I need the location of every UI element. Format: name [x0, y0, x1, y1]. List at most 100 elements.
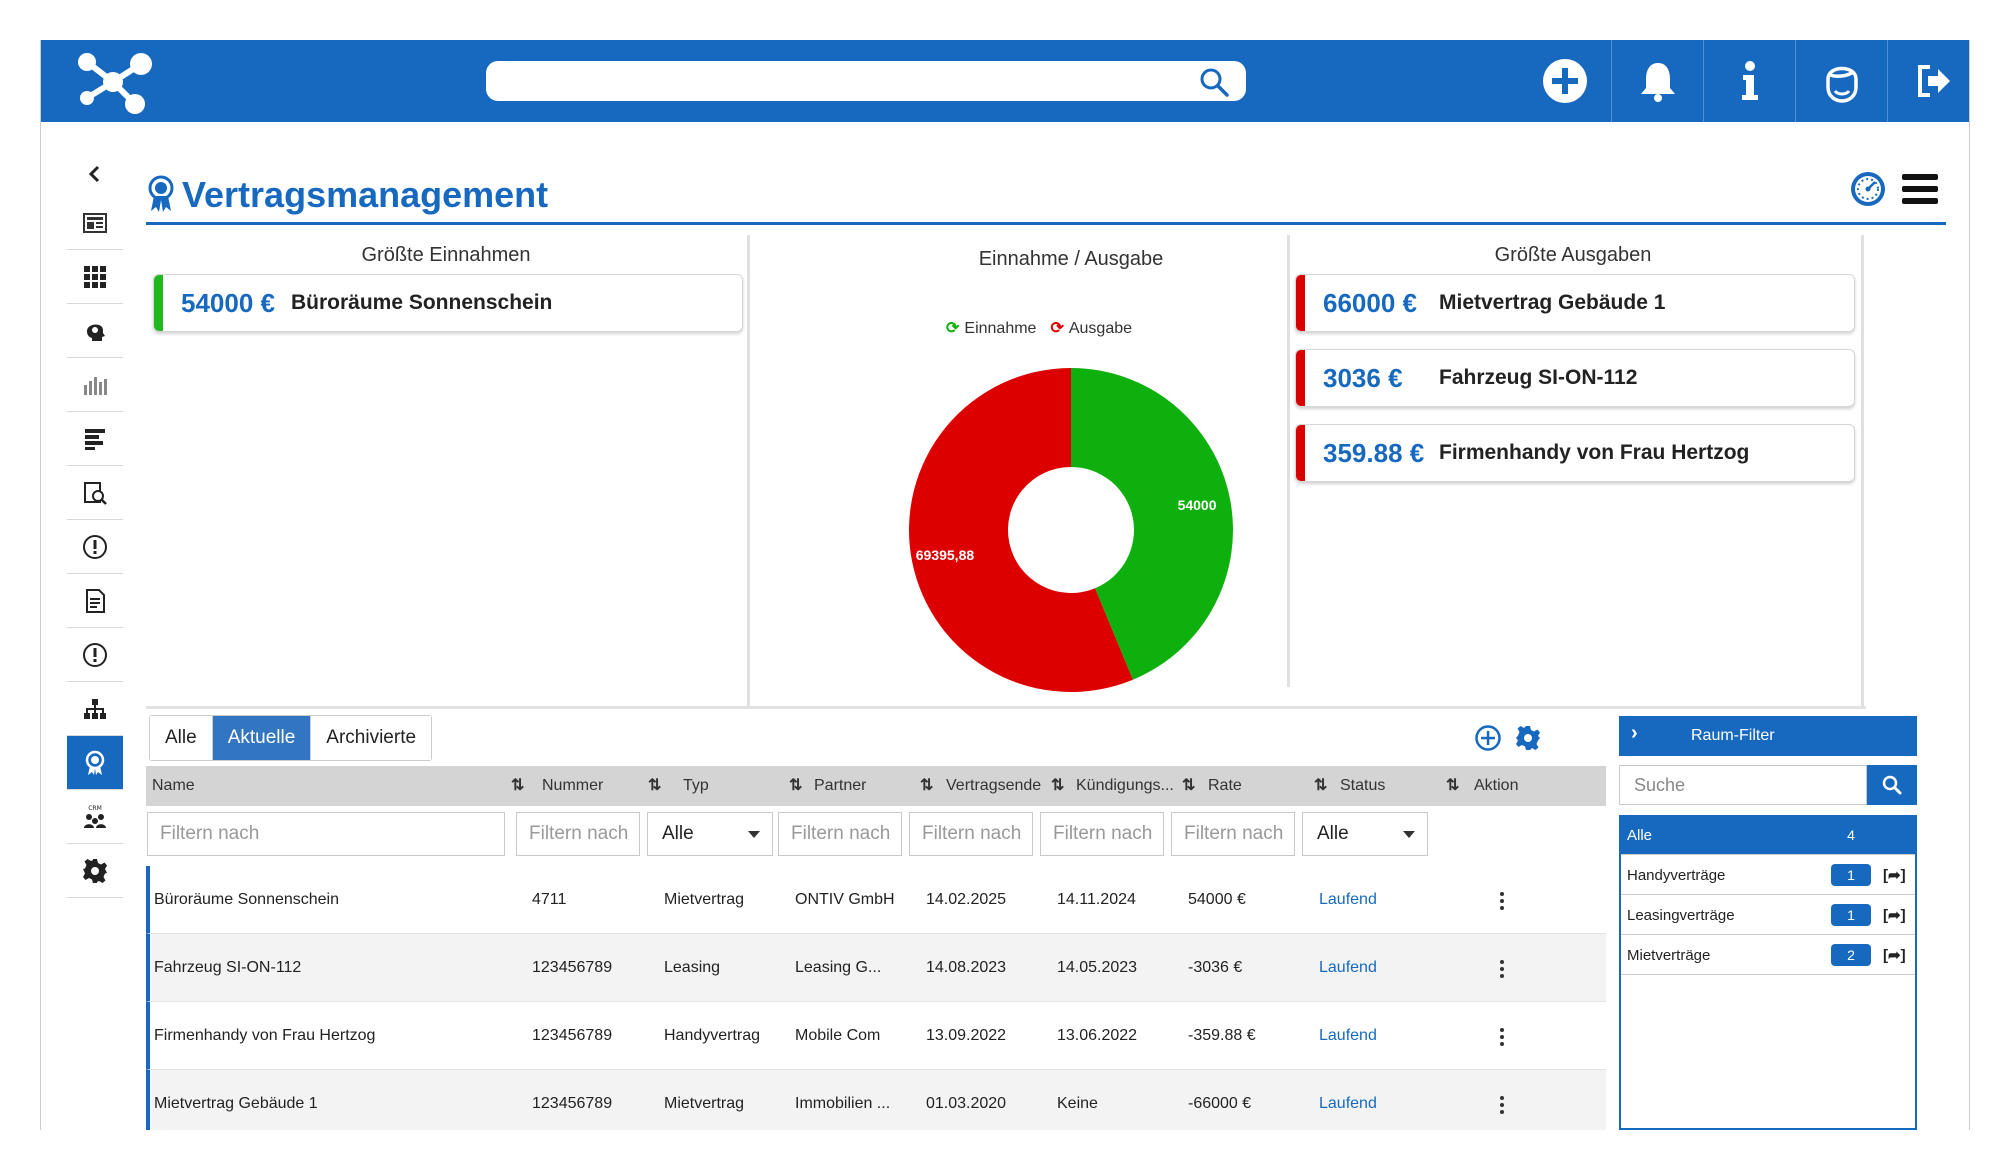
search-icon[interactable] — [1198, 66, 1230, 98]
room-filter-item-mietvertraege[interactable]: Mietverträge 2 [➦] — [1621, 935, 1915, 975]
legend-item-income[interactable]: ⟳ Einnahme — [946, 318, 1036, 338]
legend-item-expense[interactable]: ⟳ Ausgabe — [1050, 318, 1132, 338]
row-actions-kebab-icon[interactable] — [1500, 1028, 1504, 1046]
sidebar-item-search-document[interactable] — [67, 466, 123, 520]
sidebar-item-contracts[interactable] — [67, 736, 123, 790]
room-filter-item-leasingvertraege[interactable]: Leasingverträge 1 [➦] — [1621, 895, 1915, 935]
table-row[interactable]: Mietvertrag Gebäude 1 123456789 Mietvert… — [146, 1070, 1606, 1130]
room-filter-search-button[interactable] — [1867, 765, 1917, 805]
sidebar-item-organization[interactable] — [67, 682, 123, 736]
cell-kuendigung: 14.05.2023 — [1057, 959, 1138, 976]
sidebar-item-statistics[interactable] — [67, 358, 123, 412]
sidebar-item-warnings[interactable] — [67, 628, 123, 682]
logout-button[interactable] — [1887, 40, 1969, 122]
column-header-kuendigung[interactable]: Kündigungs... — [1076, 777, 1174, 794]
expense-card[interactable]: 359.88 € Firmenhandy von Frau Hertzog — [1295, 424, 1855, 482]
sidebar-item-apps[interactable] — [67, 250, 123, 304]
sidebar-item-documents[interactable] — [67, 574, 123, 628]
income-card-name: Büroräume Sonnenschein — [290, 291, 553, 314]
bar-chart-icon — [84, 376, 107, 395]
org-chart-icon — [84, 698, 106, 719]
sort-icon[interactable]: ⇅ — [1182, 777, 1196, 794]
sidebar-item-list[interactable] — [67, 412, 123, 466]
cell-status[interactable]: Laufend — [1319, 891, 1377, 908]
share-icon[interactable]: [➦] — [1883, 947, 1906, 964]
expense-card[interactable]: 3036 € Fahrzeug SI-ON-112 — [1295, 349, 1855, 407]
cell-status[interactable]: Laufend — [1319, 1095, 1377, 1112]
table-row[interactable]: Fahrzeug SI-ON-112 123456789 Leasing Lea… — [146, 934, 1606, 1002]
room-filter-item-alle[interactable]: Alle 4 — [1621, 815, 1915, 855]
filter-vertragsende-input[interactable] — [909, 812, 1033, 856]
sort-icon[interactable]: ⇅ — [789, 777, 803, 794]
table-settings-gear-icon[interactable] — [1514, 724, 1542, 752]
filter-status-select[interactable]: Alle — [1302, 812, 1428, 856]
donut-slice-einnahme[interactable] — [1071, 368, 1233, 680]
plus-circle-icon — [1543, 59, 1587, 103]
income-card[interactable]: 54000 € Büroräume Sonnenschein — [153, 274, 743, 332]
tab-aktuelle[interactable]: Aktuelle — [212, 716, 312, 760]
sidebar-item-crm[interactable]: CRM — [67, 790, 123, 844]
column-header-nummer[interactable]: Nummer — [542, 777, 604, 794]
sidebar-item-alerts[interactable] — [67, 520, 123, 574]
profile-button[interactable] — [1795, 40, 1887, 122]
column-header-name[interactable]: Name — [152, 777, 195, 794]
expense-card[interactable]: 66000 € Mietvertrag Gebäude 1 — [1295, 274, 1855, 332]
info-button[interactable] — [1703, 40, 1795, 122]
panel-divider — [1861, 235, 1864, 707]
sidebar-collapse-button[interactable] — [67, 152, 123, 196]
dashboard-speedometer-icon[interactable] — [1849, 170, 1887, 208]
tab-alle[interactable]: Alle — [150, 716, 213, 760]
cell-status[interactable]: Laufend — [1319, 959, 1377, 976]
filter-kuendigung-input[interactable] — [1040, 812, 1164, 856]
sort-icon[interactable]: ⇅ — [511, 777, 525, 794]
user-avatar-icon — [1825, 66, 1858, 103]
sidebar-item-knowledge[interactable] — [67, 304, 123, 358]
add-contract-icon[interactable] — [1474, 724, 1502, 752]
sort-icon[interactable]: ⇅ — [920, 777, 934, 794]
column-header-status[interactable]: Status — [1340, 777, 1386, 794]
sidebar-item-news[interactable] — [67, 196, 123, 250]
sidebar-item-settings[interactable] — [67, 844, 123, 898]
sort-icon[interactable]: ⇅ — [1446, 777, 1460, 794]
row-actions-kebab-icon[interactable] — [1500, 1096, 1504, 1114]
room-filter-item-label: Alle — [1627, 827, 1653, 844]
column-header-partner[interactable]: Partner — [814, 777, 867, 794]
global-search-input[interactable] — [486, 61, 1246, 101]
cell-kuendigung: Keine — [1057, 1095, 1098, 1112]
filter-rate-input[interactable] — [1171, 812, 1295, 856]
row-actions-kebab-icon[interactable] — [1500, 960, 1504, 978]
share-icon[interactable]: [➦] — [1883, 867, 1906, 884]
panel-divider — [1287, 235, 1290, 687]
network-logo-icon[interactable] — [65, 46, 155, 116]
column-header-vertragsende[interactable]: Vertragsende — [946, 777, 1042, 794]
filter-partner-input[interactable] — [778, 812, 902, 856]
sort-icon[interactable]: ⇅ — [1314, 777, 1328, 794]
notifications-button[interactable] — [1611, 40, 1703, 122]
expense-card-accent — [1296, 275, 1305, 331]
column-header-aktion: Aktion — [1474, 777, 1519, 794]
donut-slice-ausgabe[interactable] — [909, 368, 1133, 692]
sort-icon[interactable]: ⇅ — [648, 777, 662, 794]
filter-typ-select[interactable]: Alle — [647, 812, 773, 856]
room-filter-header[interactable]: › Raum-Filter — [1619, 716, 1917, 756]
add-button[interactable] — [1519, 40, 1611, 122]
room-filter-item-handyvertraege[interactable]: Handyverträge 1 [➦] — [1621, 855, 1915, 895]
room-filter-search-input[interactable] — [1619, 765, 1867, 805]
chart-title: Einnahme / Ausgabe — [978, 248, 1164, 270]
row-actions-kebab-icon[interactable] — [1500, 892, 1504, 910]
column-header-typ[interactable]: Typ — [683, 777, 709, 794]
table-row[interactable]: Firmenhandy von Frau Hertzog 123456789 H… — [146, 1002, 1606, 1070]
hamburger-menu-icon[interactable] — [1901, 171, 1939, 207]
cell-status[interactable]: Laufend — [1319, 1027, 1377, 1044]
expense-card-name: Firmenhandy von Frau Hertzog — [1439, 441, 1750, 464]
tab-archivierte[interactable]: Archivierte — [311, 716, 432, 760]
sort-icon[interactable]: ⇅ — [1051, 777, 1065, 794]
filter-nummer-input[interactable] — [516, 812, 640, 856]
cell-name: Firmenhandy von Frau Hertzog — [154, 1027, 376, 1044]
table-row[interactable]: Büroräume Sonnenschein 4711 Mietvertrag … — [146, 866, 1606, 934]
legend-marker-icon: ⟳ — [1050, 320, 1064, 337]
filter-name-input[interactable] — [147, 812, 505, 856]
cell-rate: -3036 € — [1188, 959, 1243, 976]
share-icon[interactable]: [➦] — [1883, 907, 1906, 924]
column-header-rate[interactable]: Rate — [1208, 777, 1242, 794]
